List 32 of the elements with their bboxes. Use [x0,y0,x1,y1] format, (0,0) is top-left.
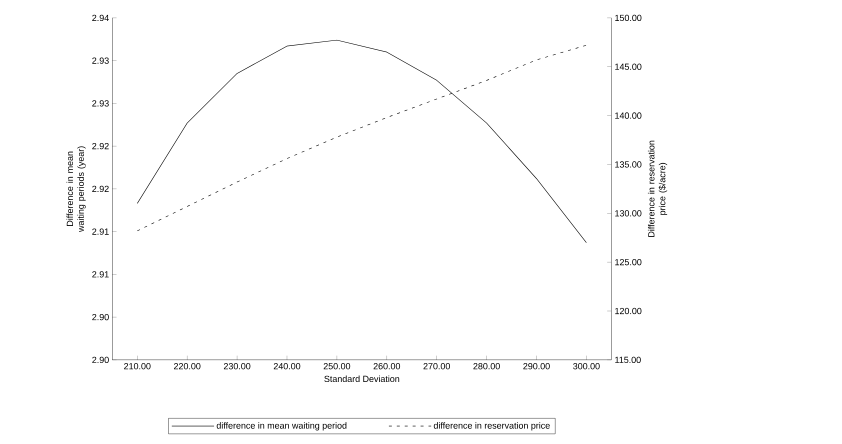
y-tick-label: 2.91 [92,271,109,278]
x-tick-label: 240.00 [274,362,300,370]
y2-tick-label: 130.00 [615,210,642,216]
y2-tick-label: 115.00 [615,356,641,363]
x-tick-label: 300.00 [573,362,600,370]
x-tick-label: 280.00 [473,362,500,370]
legend-label: difference in reservation price [434,422,550,430]
x-tick-label: 220.00 [174,362,200,370]
y2-tick-label: 150.00 [615,14,642,21]
x-tick-label: 210.00 [124,362,151,370]
y-tick-label: 2.94 [92,14,109,21]
y-tick-label: 2.91 [92,228,109,235]
x-tick-label: 260.00 [374,362,400,370]
y-tick-label: 2.92 [92,142,109,150]
x-tick-label: 270.00 [424,362,450,370]
x-tick-label: 290.00 [523,362,550,370]
y2-tick-label: 145.00 [615,63,642,70]
y-tick-label: 2.93 [92,100,109,106]
x-tick-label: 230.00 [224,362,250,370]
y2-tick-label: 135.00 [615,161,642,168]
x-axis-title: Standard Deviation [324,375,400,382]
legend-label: difference in mean waiting period [216,422,346,430]
y2-tick-label: 140.00 [615,112,642,119]
y2-tick-label: 120.00 [615,308,642,314]
y2-axis-title: Difference in reservation price ($/acre) [648,140,668,237]
y-tick-label: 2.90 [92,314,109,320]
y-tick-label: 2.93 [92,57,109,64]
y-axis-title: Difference in mean waiting periods (year) [66,146,86,232]
y-tick-label: 2.90 [92,356,109,363]
x-tick-label: 250.00 [324,362,350,370]
y2-tick-label: 125.00 [615,258,642,266]
y-tick-label: 2.92 [92,186,109,192]
